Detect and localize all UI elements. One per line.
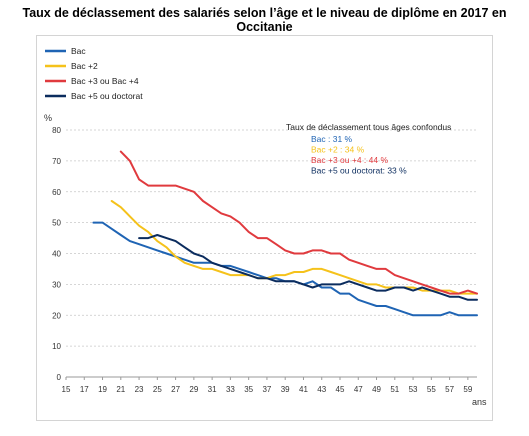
y-tick-label: 30 (52, 280, 61, 289)
y-tick-label: 50 (52, 219, 61, 228)
x-tick-label: 47 (354, 385, 363, 394)
y-tick-label: 60 (52, 188, 61, 197)
x-tick-label: 57 (445, 385, 454, 394)
x-tick-label: 37 (262, 385, 271, 394)
x-tick-label: 43 (317, 385, 326, 394)
series-lines (92, 150, 478, 317)
y-tick-label: 80 (52, 126, 61, 135)
annotation-line: Bac : 31 % (311, 134, 353, 144)
annotation-line: Bac +3 ou +4 : 44 % (311, 155, 388, 165)
legend-label: Bac +2 (71, 61, 98, 71)
x-tick-label: 15 (62, 385, 71, 394)
y-tick-label: 70 (52, 157, 61, 166)
legend: Bac Bac +2 Bac +3 ou Bac +4 Bac +5 ou docto… (45, 46, 143, 101)
annotation-box: Taux de déclassement tous âges confondus… (286, 122, 451, 176)
x-tick-label: 59 (463, 385, 472, 394)
annotation-heading: Taux de déclassement tous âges confondus (286, 122, 451, 132)
y-tick-label: 0 (57, 373, 62, 382)
x-tick-label: 35 (244, 385, 253, 394)
x-tick-label: 55 (427, 385, 436, 394)
y-tick-label: 40 (52, 250, 61, 259)
x-tick-label: 39 (281, 385, 290, 394)
y-tick-label: 10 (52, 342, 61, 351)
grid (66, 129, 477, 378)
x-tick-label: 51 (390, 385, 399, 394)
annotation-line: Bac +5 ou doctorat: 33 % (311, 166, 407, 176)
x-tick-label: 33 (226, 385, 235, 394)
x-tick-label: 21 (116, 385, 125, 394)
x-tick-label: 25 (153, 385, 162, 394)
chart-frame (36, 35, 493, 421)
x-tick-label: 19 (98, 385, 107, 394)
legend-label: Bac +3 ou Bac +4 (71, 76, 139, 86)
legend-label: Bac +5 ou doctorat (71, 91, 143, 101)
series-line-3 (119, 150, 478, 295)
x-tick-label: 45 (336, 385, 345, 394)
x-tick-label: 53 (409, 385, 418, 394)
series-line-2 (110, 200, 478, 295)
x-tick-label: 27 (171, 385, 180, 394)
y-axis-ticks: 0 10 20 30 40 50 60 70 80 (52, 126, 61, 382)
annotation-line: Bac +2 : 34 % (311, 145, 365, 155)
x-tick-label: 17 (80, 385, 89, 394)
x-axis-label: ans (472, 397, 487, 407)
series-line-4 (138, 234, 478, 301)
y-tick-label: 20 (52, 311, 61, 320)
x-tick-label: 41 (299, 385, 308, 394)
y-axis-label: % (44, 113, 52, 123)
x-tick-label: 31 (208, 385, 217, 394)
chart-title: Taux de déclassement des salariés selon … (22, 6, 507, 34)
x-axis-ticks: 15 17 19 21 23 25 27 29 31 33 35 37 39 41 43 45 47 49 51 53… (62, 377, 473, 394)
x-tick-label: 49 (372, 385, 381, 394)
x-tick-label: 23 (135, 385, 144, 394)
x-tick-label: 29 (189, 385, 198, 394)
legend-label: Bac (71, 46, 86, 56)
